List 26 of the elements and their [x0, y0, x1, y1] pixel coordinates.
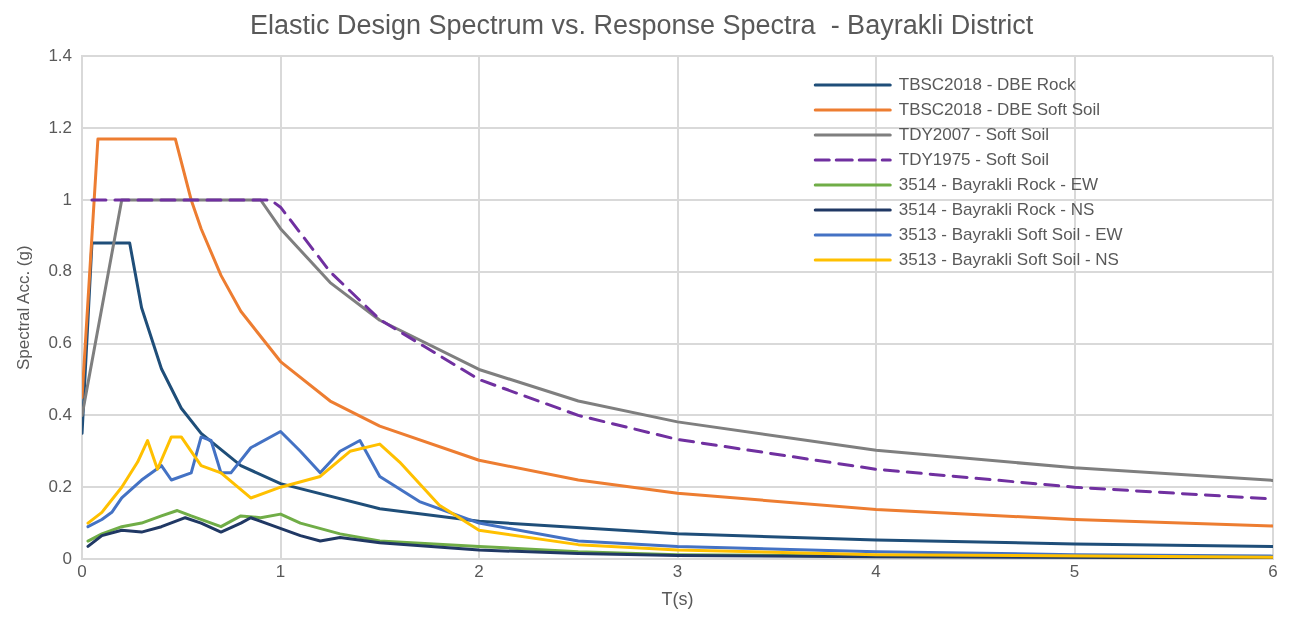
- y-axis-title: Spectral Acc. (g): [13, 245, 33, 371]
- chart-title: Elastic Design Spectrum vs. Response Spectra - Bayrakli District: [249, 9, 1034, 40]
- y-tick-label: 0.8: [48, 261, 73, 281]
- x-tick-label: 6: [1268, 561, 1278, 581]
- legend-label: TBSC2018 - DBE Soft Soil: [898, 99, 1101, 119]
- y-tick-label: 1.4: [48, 46, 73, 66]
- legend-label: 3514 - Bayrakli Rock - EW: [898, 174, 1099, 194]
- legend-label: TDY1975 - Soft Soil: [898, 149, 1049, 169]
- x-tick-label: 5: [1069, 561, 1080, 581]
- x-axis-title: T(s): [661, 589, 694, 610]
- legend-label: 3513 - Bayrakli Soft Soil - EW: [898, 224, 1123, 244]
- y-tick-label: 0.4: [48, 405, 73, 425]
- legend-label: 3514 - Bayrakli Rock - NS: [898, 199, 1095, 219]
- y-tick-label: 0.2: [48, 476, 73, 496]
- legend-label: TDY2007 - Soft Soil: [898, 124, 1049, 144]
- y-tick-label: 0.6: [48, 333, 73, 353]
- x-tick-label: 2: [474, 561, 484, 581]
- x-tick-label: 1: [275, 561, 286, 581]
- legend-label: TBSC2018 - DBE Rock: [898, 74, 1076, 94]
- y-tick-label: 0: [62, 548, 73, 568]
- x-tick-label: 4: [871, 561, 881, 581]
- x-tick-label: 3: [672, 561, 683, 581]
- y-tick-label: 1.2: [48, 117, 73, 137]
- y-tick-label: 1: [62, 189, 73, 209]
- x-tick-label: 0: [77, 561, 87, 581]
- legend-label: 3513 - Bayrakli Soft Soil - NS: [898, 249, 1119, 269]
